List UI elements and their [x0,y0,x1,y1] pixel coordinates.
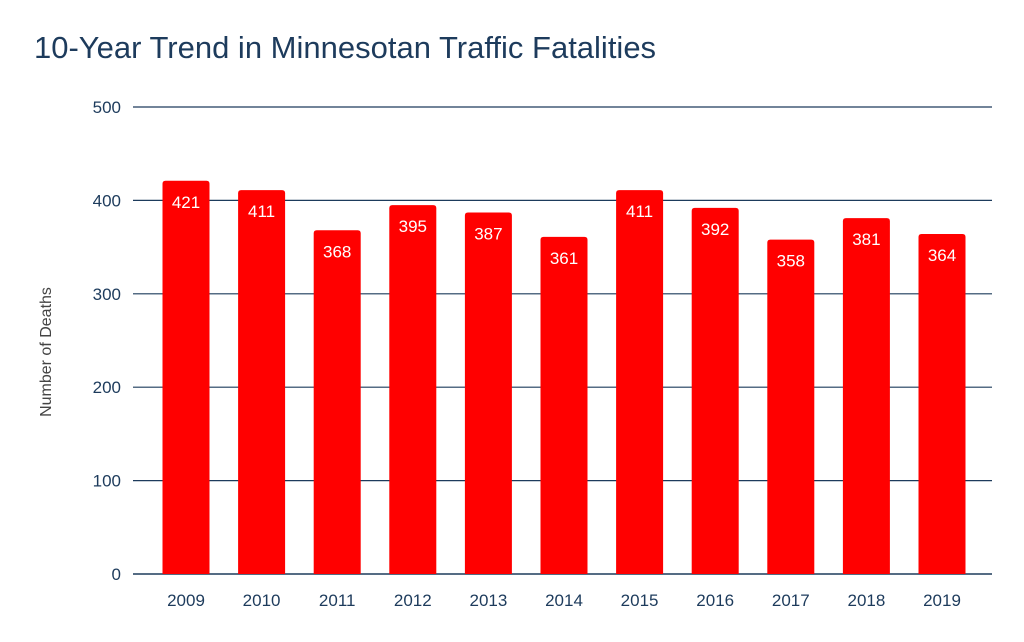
data-label: 411 [626,202,653,221]
bar [918,234,966,575]
data-label: 364 [928,246,956,265]
chart-title: 10-Year Trend in Minnesotan Traffic Fata… [34,30,657,65]
y-tick-label: 300 [93,285,121,304]
x-tick-label: 2013 [469,591,507,610]
bars [162,180,966,575]
y-tick-label: 0 [112,565,121,584]
bar [842,218,890,574]
bar [540,236,588,575]
data-label: 411 [248,202,275,221]
x-tick-label: 2016 [696,591,734,610]
y-tick-label: 100 [93,472,121,491]
x-tick-label: 2012 [394,591,432,610]
x-tick-label: 2011 [319,591,356,610]
data-label: 381 [852,230,880,249]
y-tick-label: 200 [93,378,121,397]
data-label: 368 [323,242,351,261]
bar [389,205,437,574]
bar [238,190,286,574]
x-tick-label: 2014 [545,591,583,610]
x-tick-label: 2010 [243,591,281,610]
x-tick-label: 2019 [923,591,961,610]
x-axis-ticks: 2009 2010 2011 2012 2013 2014 2015 2016 2017 2018… [167,591,961,610]
x-tick-label: 2018 [847,591,885,610]
data-label: 392 [701,220,729,239]
bar [691,207,739,574]
x-tick-label: 2017 [772,591,810,610]
y-tick-label: 500 [93,98,121,117]
bar [767,239,815,575]
data-label: 395 [399,217,427,236]
data-labels: 421 411 368 395 387 361 411 392 358 381 364 [172,193,956,271]
y-axis-ticks: 0 100 200 300 400 500 [93,98,121,584]
x-tick-label: 2015 [621,591,659,610]
y-axis-title: Number of Deaths [38,287,55,417]
data-label: 387 [474,225,502,244]
bar [162,180,210,574]
bar [313,230,361,574]
bar [464,212,512,575]
bar [616,190,664,574]
data-label: 358 [777,252,805,271]
y-tick-label: 400 [93,191,121,210]
x-tick-label: 2009 [167,591,205,610]
data-label: 361 [550,249,578,268]
data-label: 421 [172,193,200,212]
